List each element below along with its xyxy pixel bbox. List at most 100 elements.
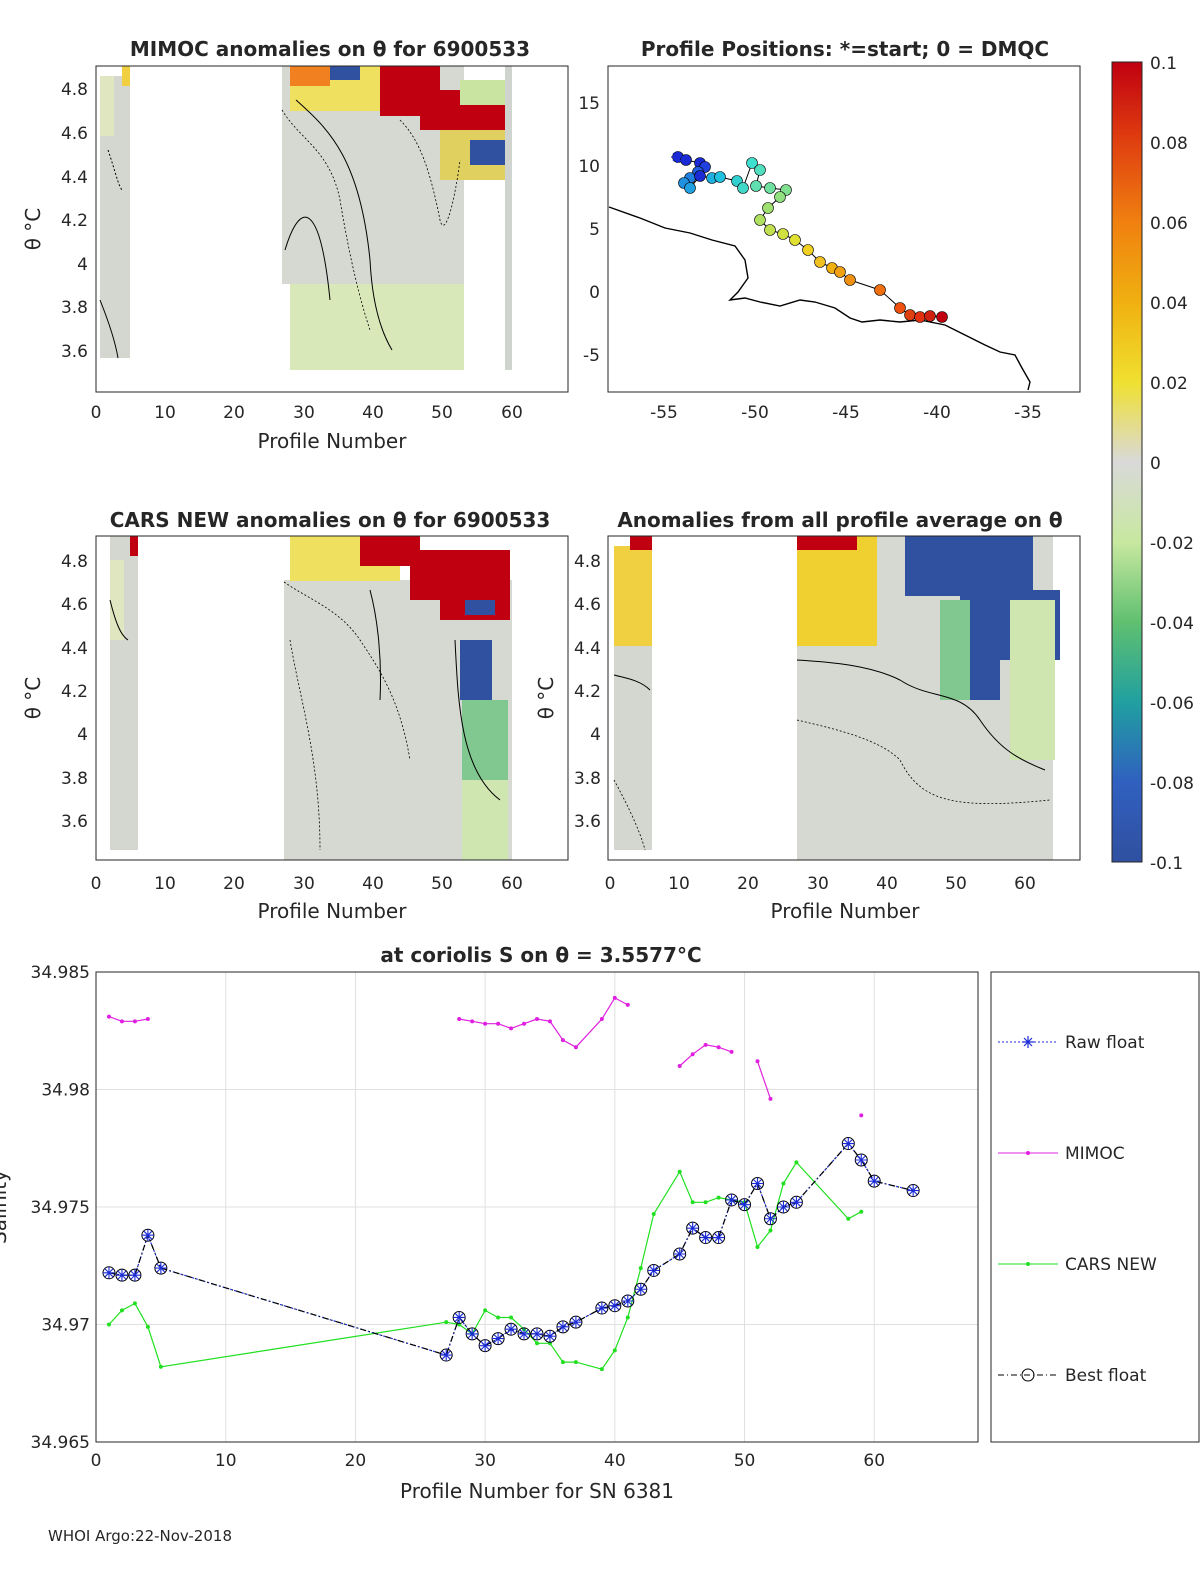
cars-new-point [560, 1360, 565, 1365]
x-tick-label: 20 [345, 1451, 367, 1471]
y-tick-label: 3.6 [61, 342, 88, 362]
panel-title: MIMOC anomalies on θ for 6900533 [130, 37, 530, 61]
mimoc-point [859, 1113, 864, 1118]
profile-position-marker [774, 191, 786, 203]
x-tick-label: 60 [501, 874, 523, 894]
profile-position-marker [746, 157, 758, 169]
cars-new-point [573, 1360, 578, 1365]
colorbar-tick: 0.04 [1150, 294, 1188, 314]
y-tick-label: 5 [589, 220, 600, 240]
panel-profile-average-anomalies: Anomalies from all profile average on θ … [534, 508, 1081, 923]
y-tick-label: 4 [77, 255, 88, 275]
cars-new-point [690, 1200, 695, 1205]
raw-float-point [595, 1302, 608, 1315]
y-tick-label: 4.4 [61, 168, 88, 188]
raw-float-point [556, 1320, 569, 1333]
x-tick-label: 0 [91, 874, 102, 894]
x-tick-label: 30 [293, 403, 315, 423]
x-tick-label: 40 [362, 403, 384, 423]
panel-mimoc-anomalies: MIMOC anomalies on θ for 6900533 [21, 37, 569, 453]
profile-position-marker [814, 256, 826, 268]
x-axis-label: Profile Number for SN 6381 [400, 1479, 674, 1503]
raw-float-point [128, 1269, 141, 1282]
raw-float-line [108, 1142, 914, 1356]
mimoc-point [470, 1019, 475, 1024]
footer-stamp: WHOI Argo:22-Nov-2018 [48, 1527, 232, 1545]
mimoc-point [560, 1038, 565, 1043]
profile-position-marker [874, 284, 886, 296]
raw-float-point [154, 1262, 167, 1275]
x-tick-label: 50 [431, 874, 453, 894]
y-tick-label: 34.98 [41, 1081, 90, 1101]
y-ticks: 34.985 34.98 34.975 34.97 34.965 [31, 963, 90, 1453]
series [102, 995, 920, 1372]
raw-float-point [608, 1299, 621, 1312]
cars-new-point [612, 1348, 617, 1353]
raw-float-point [634, 1283, 647, 1296]
x-tick-label: -35 [1014, 403, 1042, 423]
profile-position-marker [694, 170, 706, 182]
raw-float-point [466, 1327, 479, 1340]
raw-float-point [712, 1231, 725, 1244]
cars-new-point [535, 1341, 539, 1346]
y-tick-label: 4.2 [574, 682, 601, 702]
cars-new-point [755, 1244, 760, 1249]
cars-new-point [651, 1212, 656, 1217]
y-tick-label: 0 [589, 283, 600, 303]
salinity-chart: at coriolis S on θ = 3.5577°C 0 10 20 30 40 5… [0, 943, 1200, 1503]
raw-float-point [479, 1339, 492, 1352]
cars-new-point [677, 1169, 682, 1174]
x-tick-label: 50 [945, 874, 967, 894]
x-tick-label: 10 [215, 1451, 237, 1471]
y-tick-label: 4.4 [574, 639, 601, 659]
cars-new-point [158, 1364, 163, 1369]
colorbar-tick: 0 [1150, 454, 1161, 474]
legend-label: CARS NEW [1065, 1255, 1157, 1275]
y-tick-label: 3.8 [574, 769, 601, 789]
y-tick-label: 4 [77, 725, 88, 745]
dot-marker-icon [1026, 1151, 1030, 1155]
y-tick-label: 4.8 [574, 552, 601, 572]
x-tick-label: 40 [362, 874, 384, 894]
cars-new-point [625, 1315, 630, 1320]
mimoc-point [509, 1026, 514, 1031]
x-tick-label: 50 [431, 403, 453, 423]
profile-position-marker [936, 311, 948, 323]
profile-position-marker [924, 310, 936, 322]
cars-new-point [145, 1324, 150, 1329]
x-axis-label: Profile Number [258, 429, 408, 453]
profile-position-marker [754, 214, 766, 226]
y-tick-label: 3.6 [61, 812, 88, 832]
profile-position-marker [737, 182, 749, 194]
x-ticks: 0 10 20 30 40 50 60 [91, 1451, 885, 1471]
x-tick-label: 10 [154, 874, 176, 894]
y-tick-label: 4.6 [61, 595, 88, 615]
mimoc-point [145, 1017, 150, 1021]
x-tick-label: -45 [832, 403, 860, 423]
mimoc-point [625, 1002, 630, 1007]
x-axis-label: Profile Number [258, 899, 408, 923]
colorbar-tick: 0.1 [1150, 54, 1177, 74]
y-tick-label: 4.2 [61, 211, 88, 231]
x-tick-label: 40 [876, 874, 898, 894]
profile-position-marker [684, 182, 696, 194]
x-tick-label: -55 [650, 403, 678, 423]
panel-title: CARS NEW anomalies on θ for 6900533 [110, 508, 551, 532]
raw-float-point [725, 1193, 738, 1206]
dot-marker-icon [1026, 1262, 1030, 1266]
legend-entry-raw-float: Raw float [998, 1033, 1145, 1053]
x-tick-label: -40 [923, 403, 951, 423]
mimoc-point [119, 1019, 124, 1024]
mimoc-point [547, 1019, 552, 1024]
cars-new-point [509, 1315, 514, 1320]
raw-float-point [531, 1327, 543, 1340]
raw-float-point [518, 1327, 531, 1340]
legend-entry-best-float: Best float [998, 1366, 1147, 1386]
cars-new-point [444, 1320, 449, 1325]
raw-float-point [115, 1269, 128, 1282]
profile-position-marker [777, 228, 789, 240]
raw-float-point [790, 1196, 803, 1209]
panel-title: Profile Positions: *=start; 0 = DMQC [641, 37, 1049, 61]
mimoc-point [599, 1017, 604, 1021]
